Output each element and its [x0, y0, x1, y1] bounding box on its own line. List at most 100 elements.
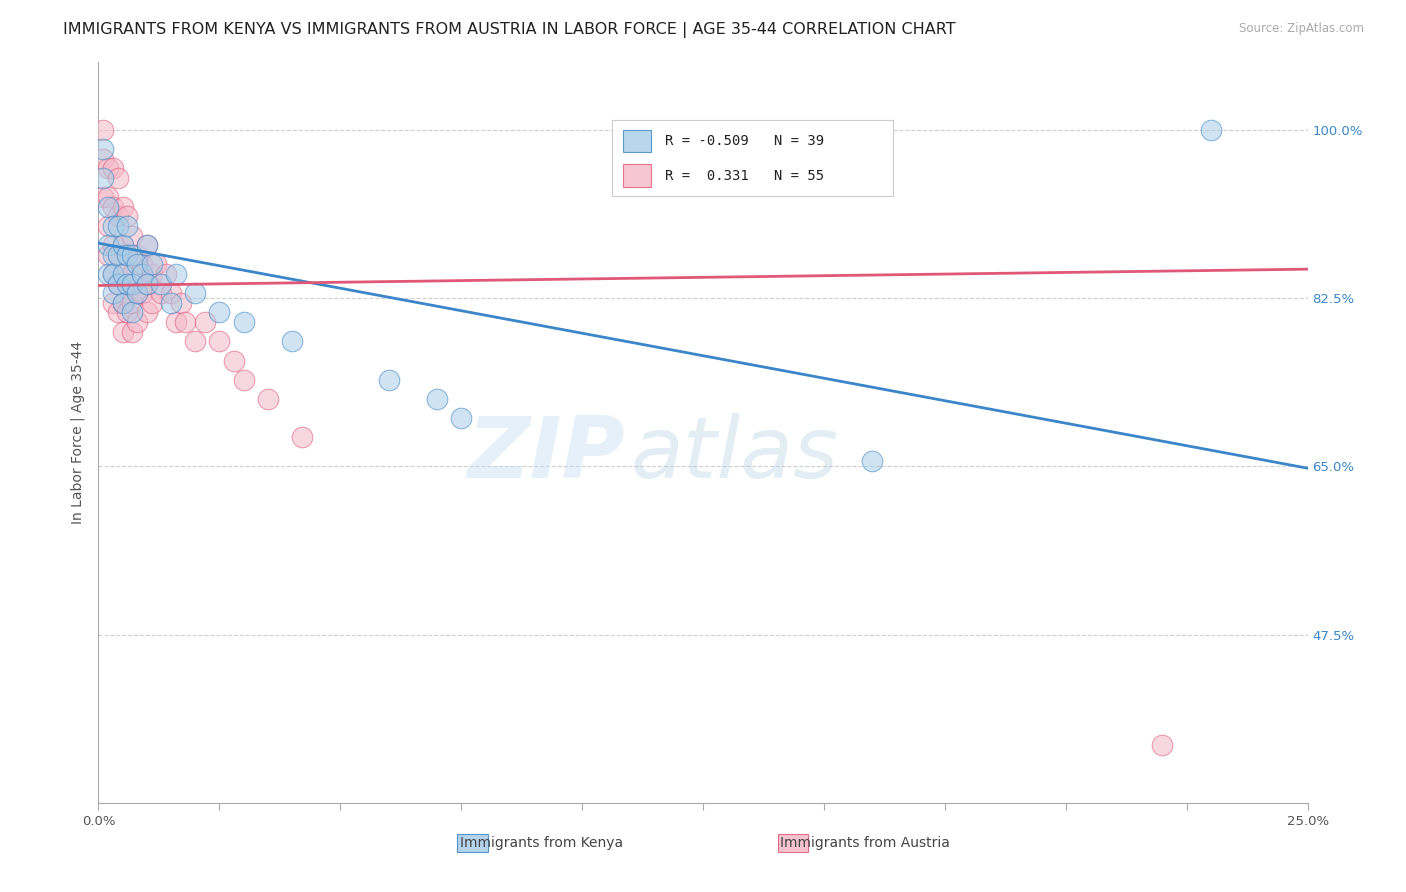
Point — [107, 248, 129, 262]
Point — [127, 257, 149, 271]
Point — [101, 248, 124, 262]
Point — [111, 267, 134, 281]
Point — [111, 295, 134, 310]
Point — [97, 238, 120, 252]
Point — [117, 277, 139, 291]
Point — [184, 334, 207, 349]
Point — [135, 277, 157, 291]
Point — [141, 267, 163, 281]
Text: R = -0.509   N = 39: R = -0.509 N = 39 — [665, 134, 824, 148]
Point — [127, 315, 149, 329]
Point — [101, 267, 124, 281]
Point — [290, 430, 312, 444]
Point — [127, 286, 149, 301]
Point — [121, 295, 143, 310]
Point — [232, 315, 254, 329]
Point — [150, 277, 173, 291]
Point — [111, 325, 134, 339]
Point — [450, 411, 472, 425]
Text: ZIP: ZIP — [467, 413, 624, 496]
Point — [111, 295, 134, 310]
Y-axis label: In Labor Force | Age 35-44: In Labor Force | Age 35-44 — [70, 341, 84, 524]
Point — [121, 277, 143, 291]
Point — [91, 122, 114, 136]
Bar — [623, 129, 651, 153]
Point — [281, 334, 304, 349]
Point — [111, 200, 134, 214]
Point — [222, 353, 245, 368]
Point — [135, 238, 157, 252]
Point — [184, 286, 207, 301]
Point — [91, 142, 114, 156]
Point — [155, 267, 177, 281]
Point — [169, 295, 191, 310]
Point — [160, 295, 183, 310]
Point — [194, 315, 217, 329]
Point — [232, 373, 254, 387]
Point — [107, 305, 129, 319]
Point — [107, 277, 129, 291]
Point — [135, 277, 157, 291]
Text: Immigrants from Austria: Immigrants from Austria — [780, 836, 949, 850]
Point — [150, 286, 173, 301]
Point — [107, 219, 129, 233]
Point — [145, 257, 167, 271]
Point — [121, 305, 143, 319]
Point — [91, 152, 114, 166]
Point — [160, 286, 183, 301]
Point — [101, 286, 124, 301]
Point — [127, 286, 149, 301]
Text: R =  0.331   N = 55: R = 0.331 N = 55 — [665, 169, 824, 183]
Point — [97, 161, 120, 176]
Text: Source: ZipAtlas.com: Source: ZipAtlas.com — [1239, 22, 1364, 36]
Point — [131, 286, 153, 301]
Point — [107, 209, 129, 223]
Point — [121, 325, 143, 339]
Point — [117, 248, 139, 262]
Point — [91, 190, 114, 204]
Point — [165, 315, 187, 329]
Point — [135, 238, 157, 252]
Point — [121, 248, 143, 262]
Point — [1152, 738, 1174, 752]
Point — [111, 238, 134, 252]
Point — [97, 200, 120, 214]
Point — [91, 170, 114, 185]
Point — [97, 248, 120, 262]
Point — [426, 392, 449, 406]
Point — [131, 257, 153, 271]
Point — [208, 305, 231, 319]
Point — [111, 267, 134, 281]
Point — [101, 200, 124, 214]
Point — [117, 305, 139, 319]
Text: IMMIGRANTS FROM KENYA VS IMMIGRANTS FROM AUSTRIA IN LABOR FORCE | AGE 35-44 CORR: IMMIGRANTS FROM KENYA VS IMMIGRANTS FROM… — [63, 22, 956, 38]
Point — [101, 267, 124, 281]
Point — [101, 238, 124, 252]
Point — [111, 238, 134, 252]
Bar — [623, 164, 651, 187]
Point — [141, 295, 163, 310]
Point — [131, 267, 153, 281]
Text: atlas: atlas — [630, 413, 838, 496]
Point — [256, 392, 278, 406]
Point — [860, 454, 883, 468]
Point — [117, 219, 139, 233]
Point — [121, 267, 143, 281]
Point — [107, 277, 129, 291]
Point — [97, 219, 120, 233]
Point — [208, 334, 231, 349]
Point — [127, 248, 149, 262]
Point — [107, 248, 129, 262]
Point — [174, 315, 197, 329]
Text: Immigrants from Kenya: Immigrants from Kenya — [460, 836, 623, 850]
Point — [141, 257, 163, 271]
Point — [135, 305, 157, 319]
Point — [97, 267, 120, 281]
Point — [1199, 122, 1222, 136]
Point — [107, 170, 129, 185]
Point — [117, 277, 139, 291]
Point — [101, 295, 124, 310]
Point — [165, 267, 187, 281]
Point — [101, 219, 124, 233]
Point — [101, 161, 124, 176]
